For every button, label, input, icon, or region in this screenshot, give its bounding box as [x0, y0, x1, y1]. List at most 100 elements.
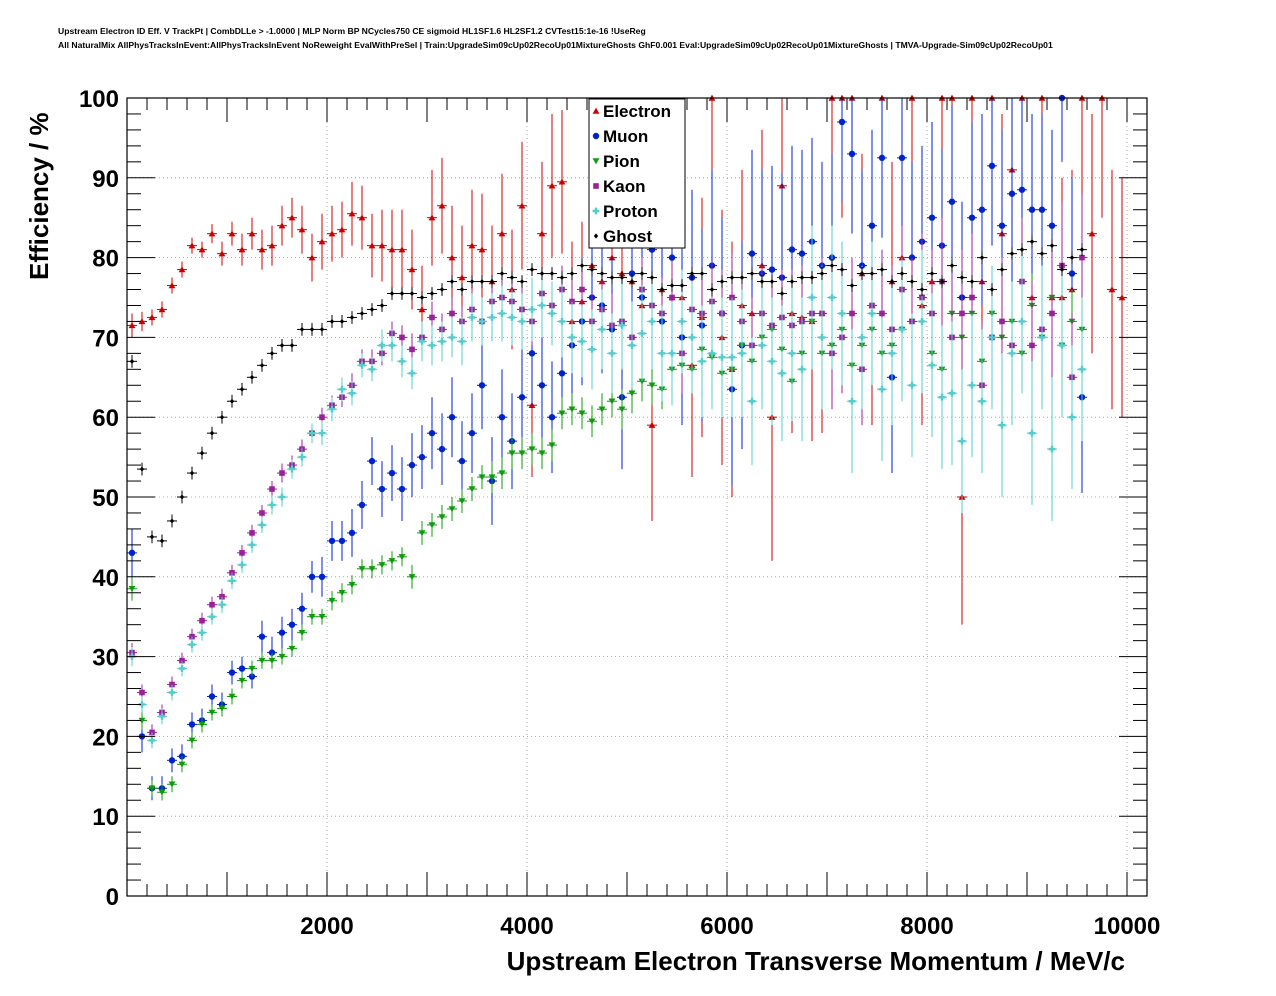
legend-marker-proton	[592, 207, 600, 215]
muon-point	[518, 394, 526, 401]
proton-point	[328, 405, 336, 413]
electron-point	[188, 242, 196, 249]
ghost-point	[449, 278, 455, 285]
kaon-point	[449, 310, 455, 317]
muon-point	[448, 414, 456, 421]
y-axis-title: Efficiency / %	[24, 112, 54, 280]
ghost-point	[929, 270, 935, 277]
proton-point	[238, 561, 246, 569]
ghost-point	[1009, 251, 1015, 257]
ghost-point	[309, 326, 315, 333]
proton-point	[248, 541, 256, 549]
pion-point	[558, 410, 566, 417]
ghost-point	[379, 302, 385, 309]
plot-title-line-1: Upstream Electron ID Eff. V TrackPt | Co…	[58, 26, 646, 36]
proton-point	[758, 341, 766, 349]
ghost-point	[219, 414, 225, 420]
muon-point	[168, 757, 176, 764]
axes: 0 10 20 30 40 50 60 70 80 90 100 2000 4000 6000 8000 10…	[79, 86, 1160, 940]
legend-item-pion: Pion	[592, 152, 640, 171]
ghost-point	[359, 310, 365, 317]
electron-point	[148, 314, 156, 321]
kaon-point	[1079, 254, 1085, 261]
kaon-point	[959, 310, 965, 317]
ghost-point	[809, 274, 815, 281]
muon-point	[378, 485, 386, 493]
muon-point	[788, 246, 796, 253]
pion-point	[308, 613, 316, 621]
pion-point	[588, 418, 596, 425]
kaon-point	[199, 617, 205, 624]
ghost-point	[719, 278, 725, 285]
proton-point	[318, 429, 326, 437]
ghost-point	[1029, 239, 1035, 245]
electron-point	[208, 230, 216, 237]
muon-point	[668, 254, 676, 261]
muon-point	[768, 266, 776, 273]
legend-marker-kaon	[593, 183, 599, 189]
pion-point	[278, 653, 286, 660]
legend-marker-electron	[592, 107, 600, 114]
legend-label-muon: Muon	[603, 127, 648, 146]
ghost-point	[439, 286, 445, 293]
ghost-point	[259, 362, 265, 368]
muon-point	[458, 457, 466, 465]
ghost-point	[129, 358, 135, 364]
pion-point	[528, 446, 536, 453]
pion-point	[428, 522, 436, 529]
pion-point	[498, 470, 506, 477]
ghost-point	[519, 278, 525, 285]
proton-point	[538, 302, 546, 309]
proton-point	[898, 326, 906, 333]
proton-point	[1008, 349, 1016, 357]
pion-point	[348, 582, 356, 589]
pion-point	[208, 709, 216, 716]
ghost-point	[869, 270, 875, 277]
electron-point	[518, 202, 526, 209]
proton-point	[928, 361, 936, 369]
legend-marker-muon	[592, 132, 600, 140]
proton-point	[858, 334, 866, 341]
pion-point	[438, 514, 446, 521]
muon-point	[188, 721, 196, 728]
electron-point	[608, 254, 616, 261]
ghost-point	[1069, 255, 1075, 261]
muon-point	[388, 469, 396, 477]
ghost-point	[859, 270, 865, 277]
pion-point	[418, 530, 426, 537]
proton-point	[498, 310, 506, 317]
proton-point	[668, 349, 676, 357]
muon-point	[308, 573, 316, 580]
proton-point	[918, 318, 926, 325]
ghost-point	[659, 286, 665, 293]
electron-point	[358, 214, 366, 221]
electron-point	[288, 214, 296, 221]
pion-point	[488, 474, 496, 481]
ghost-point	[569, 270, 575, 277]
ghost-point	[319, 326, 325, 333]
proton-point	[708, 349, 716, 357]
ghost-point	[399, 290, 405, 297]
kaon-point	[169, 681, 175, 688]
ghost-point	[499, 270, 505, 277]
electron-point	[368, 242, 376, 249]
pion-point	[368, 566, 376, 573]
legend-label-electron: Electron	[603, 102, 671, 121]
pion-point	[248, 665, 256, 672]
muon-point	[1008, 190, 1016, 197]
ghost-point	[879, 266, 885, 273]
proton-point	[358, 361, 366, 369]
proton-point	[208, 613, 216, 621]
muon-point	[928, 214, 936, 221]
proton-point	[738, 349, 746, 357]
muon-point	[438, 445, 446, 453]
muon-point	[258, 633, 266, 640]
kaon-point	[579, 286, 585, 293]
ghost-point	[799, 274, 805, 281]
ghost-point	[989, 286, 995, 293]
muon-point	[968, 214, 976, 221]
proton-point	[838, 310, 846, 317]
pion-point	[218, 705, 226, 712]
electron-point	[238, 246, 246, 253]
muon-point	[428, 429, 436, 437]
